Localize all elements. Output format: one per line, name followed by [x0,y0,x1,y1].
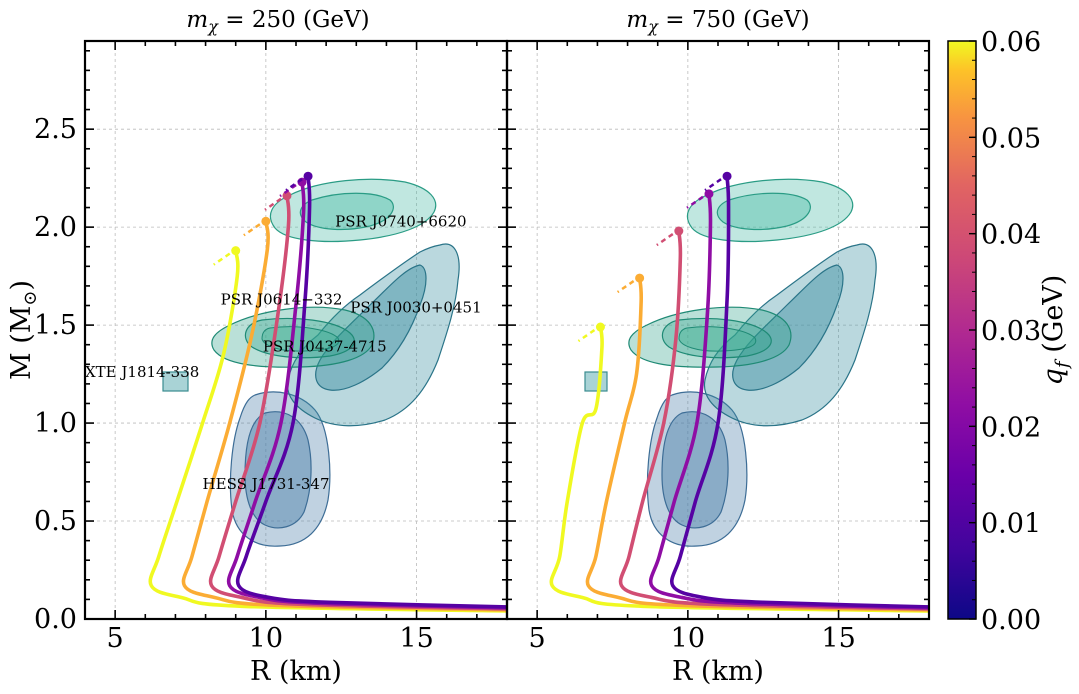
unstable-branch [616,280,635,294]
mr-curve [235,174,507,609]
mr-curve [618,229,929,611]
max-mass-point [282,191,292,201]
psr-j0030-inner-region [732,264,844,391]
max-mass-point [261,216,271,226]
unstable-branch [285,178,303,192]
unstable-branch [264,197,282,211]
hess-inner-region [661,411,729,529]
panel-right: 5 10 15 [505,39,931,654]
psr-j0740-inner-region [299,192,394,231]
unstable-branch [656,233,674,247]
mr-curve [670,174,929,609]
x-tick-label: 15 [399,623,433,654]
y-tick-label: 0.0 [34,604,77,635]
unstable-branch [213,252,231,266]
ticks-left: 5 10 15 0.0 0.5 1.0 1.5 2.0 2.5 [34,41,508,654]
mr-curve [181,219,507,612]
title-right: mχ = 750 (GeV) [626,7,809,36]
max-mass-point [595,322,605,332]
axes-frame-right [505,39,931,621]
xlabel-right: R (km) [672,656,764,687]
colorbar-tick-label: 0.06 [981,27,1041,58]
max-mass-point [303,171,313,181]
psr-j0740-inner-region [716,192,811,231]
psr-j0030-inner-region [315,264,427,391]
unstable-branch [577,329,596,343]
panel-left: PSR J0740+6620 PSR J0614−332 PSR J0030+045… [34,39,509,654]
constraint-annotation: PSR J0030+0451 [350,298,481,316]
y-tick-label: 2.5 [34,114,77,145]
unstable-branch [704,178,722,192]
psr-j0437-inner-region [261,326,340,352]
title-left: mχ = 250 (GeV) [186,7,369,36]
constraint-regions-right [584,178,877,547]
psr-j0740-outer-region [269,178,437,243]
ylabel: M (M⊙) [6,280,41,380]
mr-curve [549,325,929,613]
mr-curves-right [549,171,929,613]
colorbar-tick-label: 0.02 [981,412,1041,443]
psr-j0030-outer-region [286,243,460,427]
colorbar-ticks: 0.00 0.01 0.02 0.03 0.04 0.05 0.06 [969,27,1041,636]
mr-curves-left [148,171,507,613]
psr-j0437-mid-region [661,317,772,359]
colorbar-tick-label: 0.05 [981,123,1041,154]
colorbar-label: qf (GeV) [1038,275,1073,386]
max-mass-point [635,273,645,283]
constraint-annotation: PSR J0740+6620 [335,212,466,230]
mr-curve [648,192,929,610]
mr-curve [148,248,507,613]
x-tick-label: 10 [671,623,705,654]
x-tick-label: 15 [821,623,855,654]
mr-curve [208,193,507,611]
unstable-branch [686,195,704,209]
unstable-branch [279,184,297,198]
psr-j0437-outer-region [628,306,792,368]
colorbar-tick-label: 0.01 [981,509,1041,540]
max-mass-point [704,189,714,199]
colorbar-tick-label: 0.00 [981,605,1041,636]
x-tick-label: 5 [529,623,546,654]
constraint-annotation: PSR J0437-4715 [263,338,387,356]
unstable-branch [243,223,261,237]
colorbar-tick-label: 0.03 [981,316,1041,347]
constraint-annotation: XTE J1814-338 [85,363,199,381]
max-mass-point [674,226,684,236]
y-tick-label: 2.0 [34,212,77,243]
max-mass-point [722,171,732,181]
psr-j0437-inner-region [678,326,757,352]
xte-j1814-region [162,371,189,392]
x-tick-label: 10 [249,623,283,654]
colorbar-tick-label: 0.04 [981,220,1041,251]
y-tick-label: 1.5 [34,310,77,341]
mr-curve [585,276,929,612]
y-tick-label: 1.0 [34,408,77,439]
annotations-left: PSR J0740+6620 PSR J0614−332 PSR J0030+045… [85,212,482,493]
xte-j1814-region [584,371,608,392]
max-mass-point [231,246,241,256]
x-tick-label: 5 [107,623,124,654]
constraint-annotation: HESS J1731-347 [203,475,330,493]
colorbar: 0.00 0.01 0.02 0.03 0.04 0.05 0.06 qf (GeV) [947,27,1073,636]
constraint-annotation: PSR J0614−332 [221,291,343,309]
xlabel-left: R (km) [250,656,342,687]
y-tick-label: 0.5 [34,506,77,537]
